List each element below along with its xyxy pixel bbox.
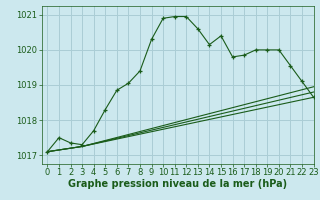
X-axis label: Graphe pression niveau de la mer (hPa): Graphe pression niveau de la mer (hPa) bbox=[68, 179, 287, 189]
